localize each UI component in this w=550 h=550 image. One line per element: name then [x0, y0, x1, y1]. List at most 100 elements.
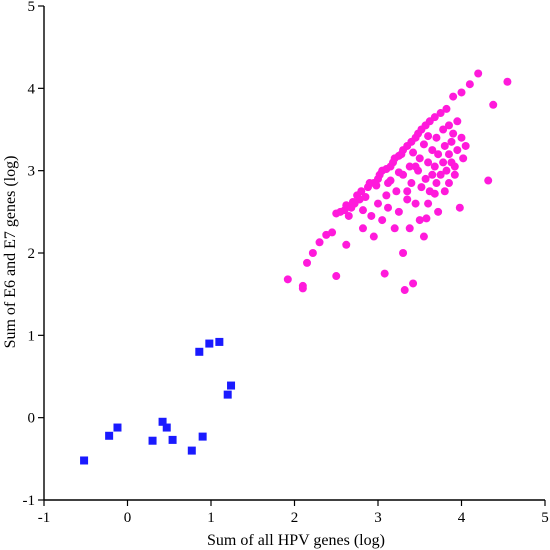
- circle-point: [434, 150, 443, 159]
- circle-point: [400, 286, 409, 295]
- circle-point: [489, 100, 498, 109]
- circle-point: [440, 187, 449, 196]
- circle-point: [403, 195, 412, 204]
- circle-point: [444, 150, 453, 159]
- square-point: [105, 431, 114, 440]
- circle-point: [430, 113, 439, 122]
- circle-point: [432, 133, 441, 142]
- circle-point: [372, 181, 381, 190]
- circle-point: [415, 154, 424, 163]
- circle-point: [457, 88, 466, 97]
- circle-point: [430, 162, 439, 171]
- circle-point: [432, 179, 441, 188]
- circle-point: [428, 146, 437, 155]
- circle-point: [405, 162, 414, 171]
- circle-point: [453, 146, 462, 155]
- circle-point: [394, 168, 403, 177]
- series-0: [80, 337, 236, 465]
- circle-point: [461, 141, 470, 150]
- circle-point: [442, 166, 451, 175]
- y-tick-label: 3: [28, 164, 36, 180]
- circle-point: [384, 179, 393, 188]
- circle-point: [411, 199, 420, 208]
- circle-point: [409, 148, 418, 157]
- circle-point: [459, 154, 468, 163]
- circle-point: [415, 216, 424, 225]
- square-point: [187, 446, 196, 455]
- y-tick-label: 1: [28, 328, 36, 344]
- x-tick-label: 1: [207, 510, 215, 526]
- circle-point: [357, 187, 366, 196]
- circle-point: [417, 183, 426, 192]
- square-point: [158, 417, 167, 426]
- circle-point: [392, 187, 401, 196]
- circle-point: [342, 240, 351, 249]
- square-point: [195, 347, 204, 356]
- data-points: [80, 69, 512, 465]
- circle-point: [503, 77, 512, 86]
- x-tick-label: -1: [38, 510, 51, 526]
- square-point: [205, 339, 214, 348]
- circle-point: [315, 238, 324, 247]
- circle-point: [440, 141, 449, 150]
- circle-point: [390, 224, 399, 233]
- circle-point: [424, 158, 433, 167]
- y-tick-label: 0: [28, 411, 36, 427]
- x-tick-label: 4: [458, 510, 466, 526]
- circle-point: [424, 199, 433, 208]
- circle-point: [444, 179, 453, 188]
- circle-point: [434, 207, 443, 216]
- circle-point: [369, 232, 378, 241]
- circle-point: [450, 170, 459, 179]
- circle-point: [367, 211, 376, 220]
- square-point: [215, 337, 224, 346]
- circle-point: [428, 170, 437, 179]
- circle-point: [283, 275, 292, 284]
- circle-point: [394, 207, 403, 216]
- x-tick-label: 3: [374, 510, 382, 526]
- y-axis-title: Sum of E6 and E7 genes (log): [2, 156, 19, 349]
- x-tick-label: 0: [124, 510, 132, 526]
- circle-point: [358, 206, 367, 215]
- circle-point: [455, 203, 464, 212]
- square-point: [148, 436, 157, 445]
- circle-point: [484, 176, 493, 185]
- circle-point: [407, 179, 416, 188]
- circle-point: [344, 211, 353, 220]
- circle-point: [303, 258, 312, 267]
- circle-point: [411, 162, 420, 171]
- circle-point: [399, 249, 408, 257]
- y-tick-label: 4: [28, 81, 36, 97]
- circle-point: [358, 224, 367, 233]
- square-point: [80, 456, 89, 465]
- circle-point: [403, 187, 412, 196]
- circle-point: [419, 232, 428, 241]
- circle-point: [332, 272, 341, 281]
- x-tick-label: 5: [541, 510, 549, 526]
- square-point: [168, 435, 177, 444]
- series-1: [283, 69, 512, 295]
- circle-point: [449, 129, 458, 138]
- circle-point: [457, 133, 466, 142]
- circle-point: [436, 109, 445, 118]
- y-tick-label: -1: [23, 493, 36, 509]
- y-tick-label: 5: [28, 0, 36, 15]
- circle-point: [409, 279, 418, 288]
- circle-point: [430, 189, 439, 198]
- circle-point: [474, 69, 483, 78]
- circle-point: [424, 132, 433, 141]
- square-point: [227, 381, 236, 390]
- circle-point: [384, 203, 393, 212]
- circle-point: [447, 137, 456, 146]
- circle-point: [308, 249, 317, 257]
- circle-point: [436, 170, 445, 179]
- circle-point: [378, 216, 387, 225]
- circle-point: [439, 125, 448, 134]
- y-tick-label: 2: [28, 246, 36, 262]
- circle-point: [439, 158, 448, 167]
- circle-point: [422, 214, 431, 223]
- circle-point: [421, 174, 430, 183]
- x-tick-label: 2: [291, 510, 299, 526]
- circle-point: [405, 224, 414, 233]
